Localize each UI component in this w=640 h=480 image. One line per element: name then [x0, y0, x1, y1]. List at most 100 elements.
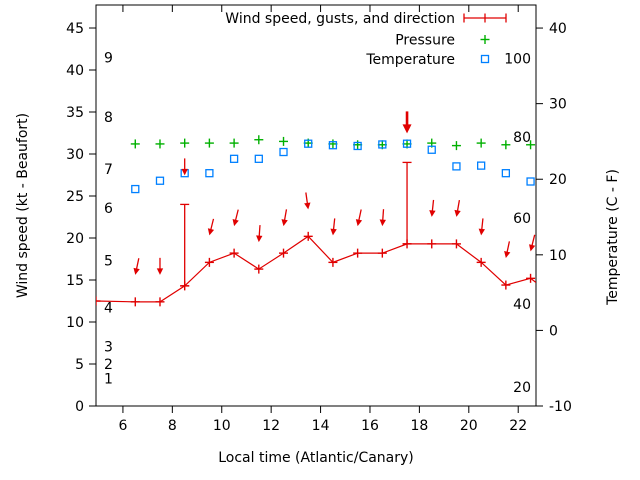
x-tick-label: 12 [262, 418, 280, 434]
arrow-head [454, 209, 461, 217]
wind-point [303, 231, 313, 241]
beaufort-label: 4 [104, 301, 113, 317]
temperature-point [501, 169, 511, 178]
wind-point [155, 297, 165, 307]
arrow-head [355, 219, 363, 227]
legend-temperature-marker [480, 54, 490, 64]
fahrenheit-label: 40 [513, 297, 531, 313]
pressure-point [130, 139, 140, 149]
wind-point [254, 264, 264, 274]
arrow-head [207, 228, 215, 236]
temperature-point [155, 176, 165, 185]
temperature-point [304, 139, 313, 148]
wind-point [377, 248, 387, 258]
y-right-axis-title: Temperature (C - F) [605, 169, 621, 306]
y-left-tick-label: 5 [75, 357, 84, 373]
arrow-head [181, 168, 188, 176]
arrow-head [304, 202, 311, 210]
wind-point [328, 257, 338, 267]
fahrenheit-label: 20 [513, 380, 531, 396]
y-left-tick-label: 25 [66, 189, 84, 205]
wind-point [501, 280, 511, 290]
wind-point [204, 257, 214, 267]
wind-point [402, 239, 412, 249]
pressure-series [130, 135, 536, 151]
wind-direction-arrow [156, 257, 164, 275]
x-tick-label: 22 [509, 418, 527, 434]
y-left-axis-title: Wind speed (kt - Beaufort) [15, 113, 31, 298]
y-left-tick-label: 45 [66, 21, 84, 37]
wind-series [96, 111, 536, 307]
arrow-head [402, 124, 412, 134]
legend-label: Temperature [365, 52, 455, 68]
wind-direction-arrow [207, 218, 215, 236]
y-left-tick-label: 10 [66, 315, 84, 331]
legend-label: Wind speed, gusts, and direction [225, 11, 455, 27]
temperature-point [477, 161, 486, 170]
arrow-shaft [358, 209, 362, 222]
y-left-tick-label: 30 [66, 147, 84, 163]
wind-direction-arrow [181, 158, 188, 176]
y-left-tick-label: 35 [66, 105, 84, 121]
y-right-tick-label: 30 [549, 97, 567, 113]
wind-direction-arrow [504, 241, 511, 259]
arrow-shaft [382, 209, 385, 222]
arrow-shaft [305, 192, 309, 205]
temperature-point [353, 141, 362, 151]
temperature-point [402, 139, 412, 148]
beaufort-label: 6 [104, 201, 113, 217]
temperature-point [452, 162, 461, 171]
x-axis-title: Local time (Atlantic/Canary) [218, 450, 414, 466]
wind-direction-arrow [529, 234, 536, 252]
x-tick-label: 6 [118, 418, 127, 434]
wind-point [526, 273, 536, 283]
arrow-head [156, 268, 164, 275]
fahrenheit-label: 80 [513, 130, 531, 146]
series-layer [96, 111, 536, 307]
fahrenheit-label: 100 [504, 51, 531, 67]
temperature-point [328, 141, 338, 150]
beaufort-label: 9 [104, 50, 113, 66]
fahrenheit-label: 60 [513, 211, 531, 227]
wind-direction-arrow-bold [402, 111, 412, 134]
pressure-point [155, 139, 165, 149]
arrow-shaft [234, 209, 239, 222]
arrow-head [232, 219, 239, 227]
y-right-tick-label: -10 [549, 399, 572, 415]
wind-point [229, 248, 239, 258]
beaufort-label: 3 [104, 339, 113, 355]
arrow-shaft [456, 200, 461, 213]
wind-direction-arrow [256, 225, 263, 243]
y-right-tick-label: 40 [549, 21, 567, 37]
pressure-point [229, 138, 239, 148]
pressure-point [501, 140, 511, 150]
wind-point [130, 297, 140, 307]
beaufort-label: 8 [104, 110, 113, 126]
y-left-tick-label: 40 [66, 63, 84, 79]
arrow-head [330, 228, 337, 236]
wind-point [353, 248, 363, 258]
arrow-shaft [481, 218, 484, 231]
temperature-point [254, 154, 263, 163]
wind-point [180, 281, 190, 291]
arrow-head [133, 267, 140, 275]
pressure-point [254, 135, 264, 145]
pressure-point [279, 136, 289, 146]
arrow-shaft [283, 209, 288, 222]
y-left-tick-label: 20 [66, 231, 84, 247]
arrow-head [529, 244, 536, 252]
y-left-tick-label: 15 [66, 273, 84, 289]
x-tick-label: 20 [460, 418, 478, 434]
wind-direction-arrow [429, 199, 436, 217]
plot-border [95, 4, 537, 407]
y-right-tick-label: 10 [549, 248, 567, 264]
wind-point [476, 257, 486, 267]
temperature-point [526, 177, 535, 186]
temperature-point [427, 145, 436, 154]
y-right-tick-label: 0 [549, 323, 558, 339]
arrow-shaft [332, 218, 336, 231]
arrow-head [429, 210, 436, 217]
arrow-shaft [258, 225, 261, 238]
